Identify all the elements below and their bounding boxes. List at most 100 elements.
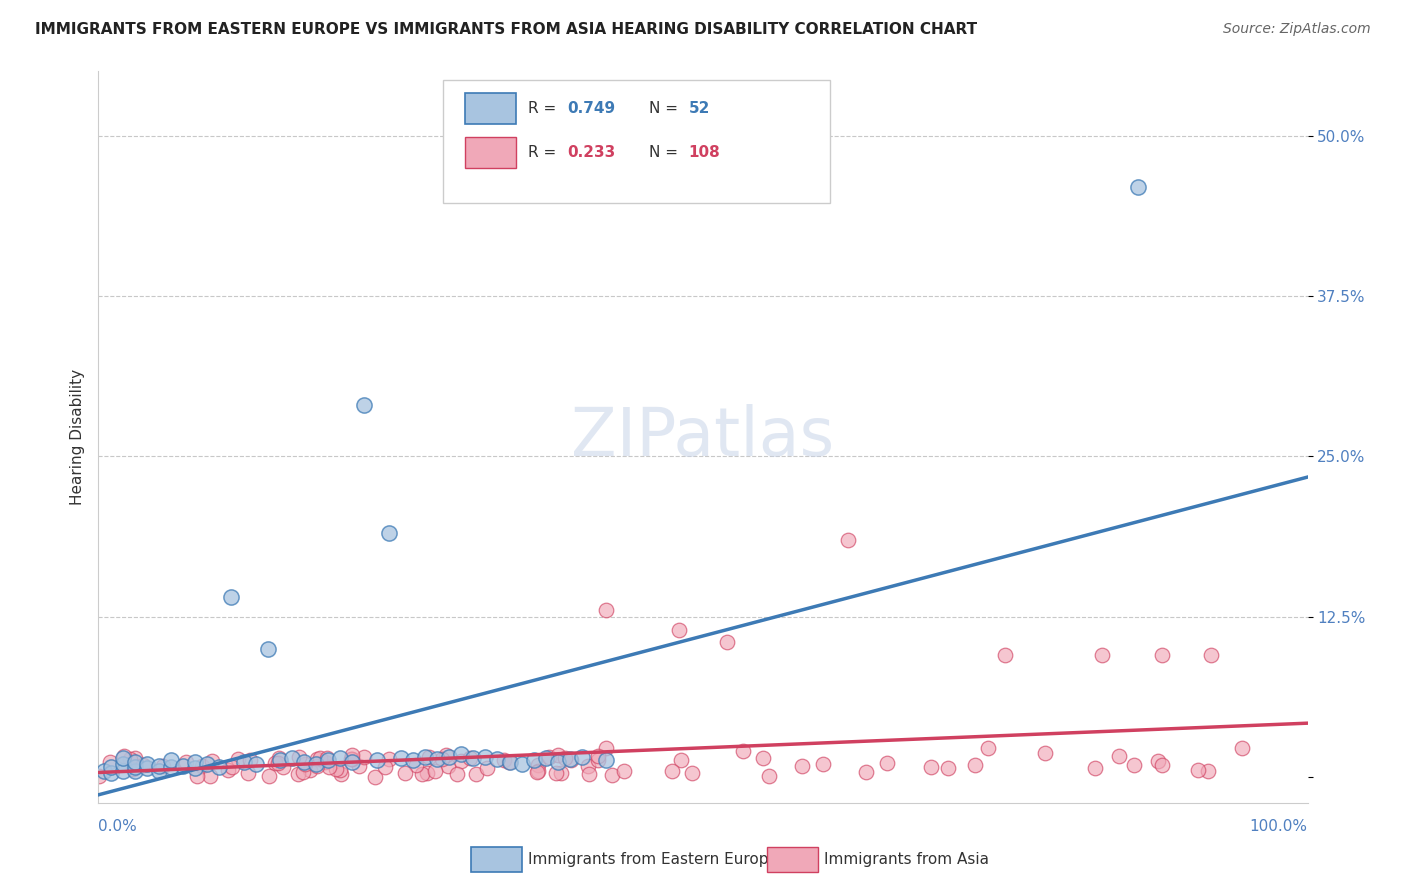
Point bbox=[111, 757, 134, 772]
Point bbox=[450, 747, 472, 761]
Point bbox=[437, 749, 460, 764]
Point bbox=[353, 750, 375, 764]
Point bbox=[613, 764, 636, 779]
Point bbox=[963, 758, 986, 772]
Point bbox=[537, 749, 560, 764]
Point bbox=[475, 760, 498, 774]
Point bbox=[340, 752, 363, 766]
Text: Immigrants from Eastern Europe: Immigrants from Eastern Europe bbox=[527, 853, 778, 867]
Point bbox=[402, 754, 425, 768]
Point bbox=[245, 757, 267, 772]
Point bbox=[226, 752, 249, 766]
Point bbox=[668, 623, 690, 637]
Point bbox=[1091, 648, 1114, 663]
Point bbox=[437, 759, 460, 773]
Text: N =: N = bbox=[648, 145, 682, 160]
Point bbox=[190, 759, 212, 773]
Text: R =: R = bbox=[527, 101, 561, 116]
Point bbox=[426, 752, 449, 766]
Point bbox=[340, 747, 363, 762]
Point bbox=[198, 769, 221, 783]
Point bbox=[1197, 764, 1219, 778]
FancyBboxPatch shape bbox=[471, 847, 522, 872]
Point bbox=[160, 754, 183, 768]
Point bbox=[124, 750, 146, 764]
Point bbox=[458, 751, 481, 765]
Point bbox=[1108, 748, 1130, 763]
Point bbox=[731, 743, 754, 757]
Point bbox=[595, 740, 617, 755]
Point bbox=[366, 754, 388, 768]
Point bbox=[100, 766, 122, 780]
Point bbox=[534, 751, 557, 765]
Point bbox=[560, 753, 582, 767]
Point bbox=[347, 759, 370, 773]
Point bbox=[418, 750, 440, 764]
Point bbox=[271, 760, 294, 774]
Point bbox=[100, 755, 122, 769]
Point bbox=[751, 751, 773, 765]
Point bbox=[578, 766, 600, 780]
Point bbox=[1084, 761, 1107, 775]
Point bbox=[394, 766, 416, 780]
Point bbox=[434, 748, 457, 763]
Point bbox=[329, 767, 352, 781]
Point bbox=[122, 762, 145, 776]
Point bbox=[256, 641, 278, 656]
Point bbox=[266, 756, 288, 770]
Point bbox=[364, 770, 387, 784]
Point bbox=[544, 766, 567, 780]
Point bbox=[474, 749, 496, 764]
Point bbox=[120, 752, 142, 766]
Point bbox=[423, 764, 446, 778]
Point bbox=[554, 750, 576, 764]
Point bbox=[307, 752, 329, 766]
Point bbox=[377, 526, 399, 541]
Text: R =: R = bbox=[527, 145, 561, 160]
Point bbox=[325, 762, 347, 776]
Point bbox=[307, 759, 329, 773]
Point bbox=[287, 767, 309, 781]
Point bbox=[148, 758, 170, 772]
Point bbox=[124, 755, 146, 769]
Point bbox=[353, 398, 375, 412]
Point bbox=[920, 760, 942, 774]
Point bbox=[132, 757, 155, 772]
Point bbox=[378, 751, 401, 765]
Point bbox=[411, 766, 433, 780]
Point bbox=[492, 753, 515, 767]
Point bbox=[661, 764, 683, 778]
Point bbox=[374, 760, 396, 774]
Point bbox=[269, 754, 291, 768]
Point bbox=[523, 754, 546, 768]
Point bbox=[936, 761, 959, 775]
Text: N =: N = bbox=[648, 101, 682, 116]
Point bbox=[464, 767, 486, 781]
Point bbox=[1128, 179, 1150, 194]
Point bbox=[855, 764, 877, 779]
Point bbox=[318, 760, 340, 774]
Text: IMMIGRANTS FROM EASTERN EUROPE VS IMMIGRANTS FROM ASIA HEARING DISABILITY CORREL: IMMIGRANTS FROM EASTERN EUROPE VS IMMIGR… bbox=[35, 22, 977, 37]
Point bbox=[329, 763, 352, 777]
Point bbox=[281, 751, 304, 765]
Point bbox=[430, 752, 453, 766]
Point bbox=[315, 751, 337, 765]
Point bbox=[758, 769, 780, 783]
Point bbox=[1152, 648, 1174, 663]
Point bbox=[547, 748, 569, 763]
Point bbox=[671, 753, 693, 767]
Point bbox=[600, 768, 623, 782]
Point bbox=[586, 753, 609, 767]
Point bbox=[329, 751, 352, 765]
Point bbox=[239, 753, 262, 767]
Text: 100.0%: 100.0% bbox=[1250, 820, 1308, 835]
Point bbox=[221, 591, 243, 605]
Text: Source: ZipAtlas.com: Source: ZipAtlas.com bbox=[1223, 22, 1371, 37]
Point bbox=[446, 767, 468, 781]
Text: 0.233: 0.233 bbox=[568, 145, 616, 160]
Point bbox=[994, 648, 1017, 663]
Point bbox=[595, 754, 617, 768]
Point bbox=[586, 749, 609, 764]
Point bbox=[309, 751, 332, 765]
Point bbox=[498, 755, 520, 769]
